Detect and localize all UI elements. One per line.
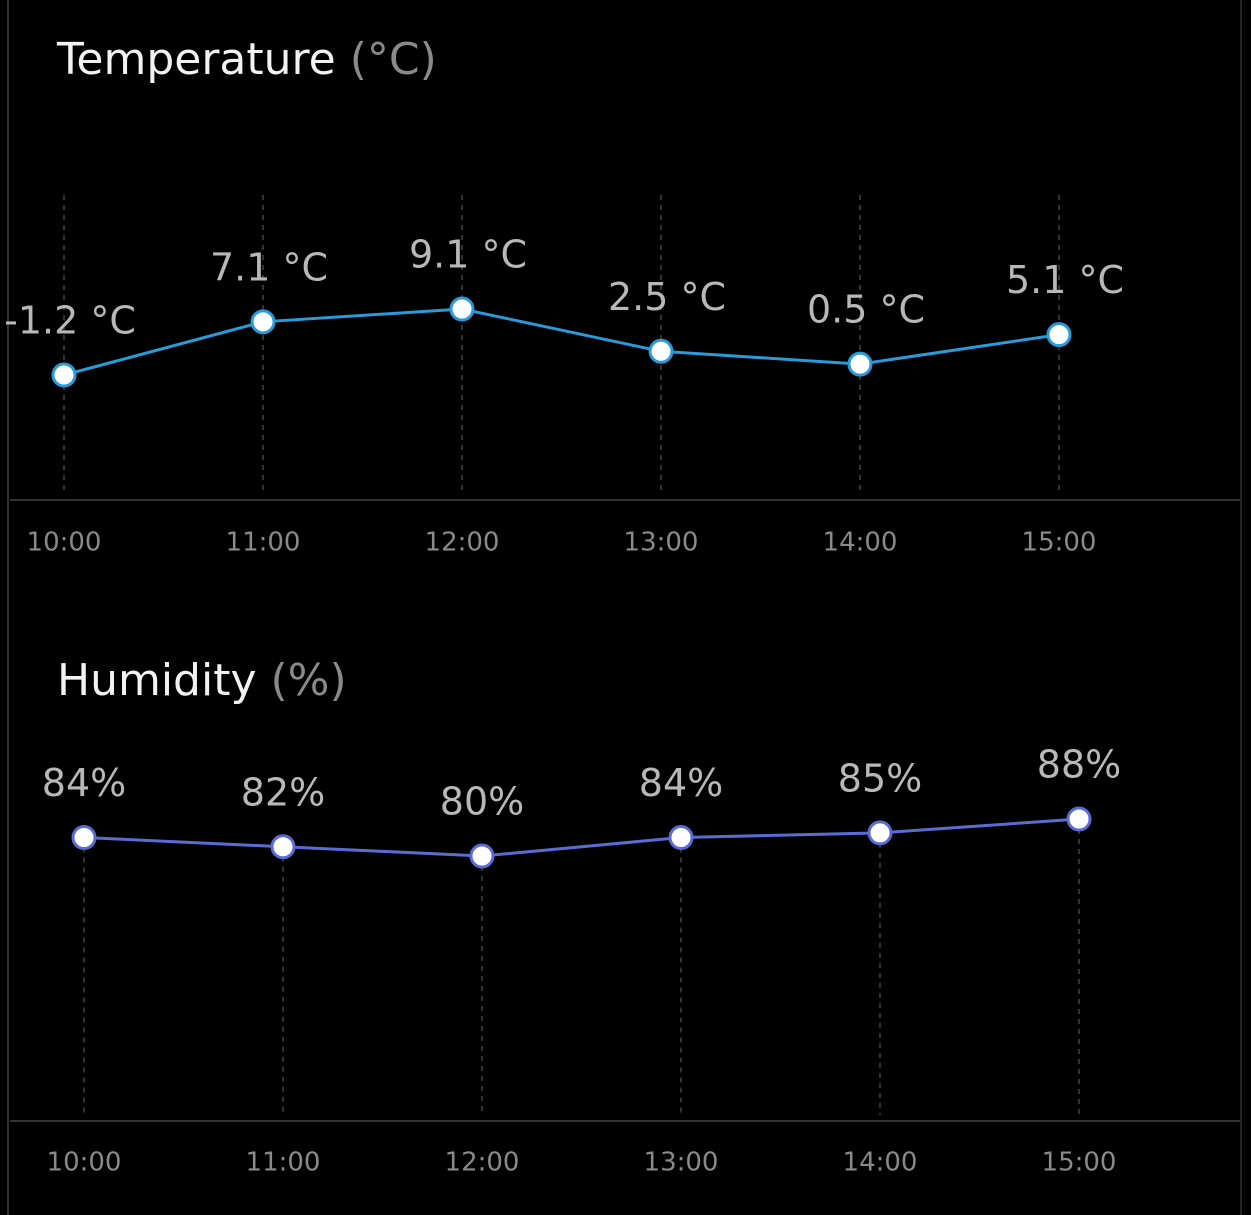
value-label: 2.5 °C [608,275,726,319]
point [449,296,475,322]
chart-unit: (°C) [350,34,437,85]
point [648,338,674,364]
x-tick-label: 11:00 [246,1148,321,1178]
value-label: 0.5 °C [807,288,925,332]
point [270,834,296,860]
point [250,309,276,335]
x-tick-label: 14:00 [843,1148,918,1178]
value-label: 9.1 °C [409,233,527,277]
chart-unit: (%) [271,655,347,706]
x-tick-label: 13:00 [624,528,699,558]
x-tick-label: 10:00 [27,528,102,558]
point [1066,806,1092,832]
chart-title: Temperature [56,34,336,85]
x-tick-label: 15:00 [1042,1148,1117,1178]
chart-title: Humidity [57,655,257,706]
x-tick-label: 11:00 [226,528,301,558]
series-line [83,817,1080,858]
value-label: 80% [440,780,524,824]
x-tick-label: 12:00 [445,1148,520,1178]
value-label: 88% [1037,743,1121,787]
point [469,843,495,869]
point [847,351,873,377]
point [71,825,97,850]
point [867,820,893,846]
value-label: 85% [838,756,922,800]
x-tick-label: 10:00 [47,1148,122,1178]
x-tick-label: 13:00 [644,1148,719,1178]
value-label: -1.2 °C [4,299,136,343]
point [1046,322,1072,348]
series-line [63,307,1060,377]
point [668,825,694,850]
value-label: 84% [42,761,126,805]
x-tick-label: 14:00 [823,528,898,558]
value-label: 84% [639,761,723,805]
value-label: 82% [241,770,325,814]
x-tick-label: 15:00 [1022,528,1097,558]
x-tick-label: 12:00 [425,528,500,558]
point [51,362,77,388]
value-label: 5.1 °C [1006,258,1124,302]
value-label: 7.1 °C [210,245,328,289]
